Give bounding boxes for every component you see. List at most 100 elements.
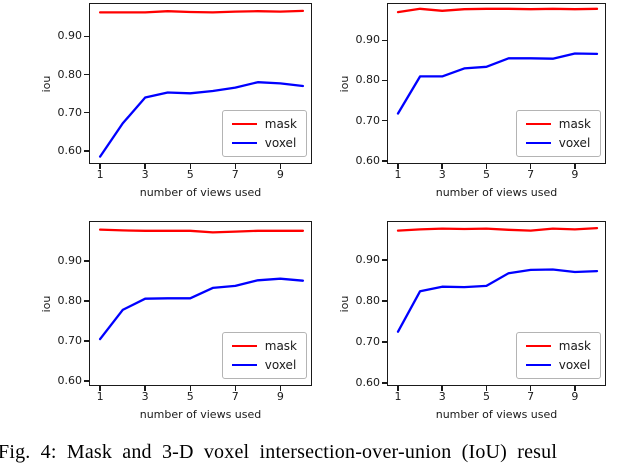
y-tick-label: 0.70	[355, 334, 381, 348]
x-tick-mark	[397, 385, 399, 391]
y-tick-label: 0.80	[57, 294, 83, 308]
x-tick-mark	[99, 385, 101, 391]
x-tick-label: 7	[231, 168, 239, 181]
legend-entry-voxel: voxel	[525, 358, 591, 372]
y-tick-label: 0.90	[57, 29, 83, 43]
x-tick-label: 1	[394, 168, 402, 181]
y-tick-mark	[382, 160, 387, 162]
y-tick-mark	[382, 382, 387, 384]
y-tick-mark	[382, 120, 387, 122]
x-axis-label: number of views used	[435, 408, 558, 421]
mask-line	[396, 7, 599, 14]
y-axis-label: iou	[39, 75, 53, 92]
x-tick-mark	[441, 163, 443, 169]
x-tick-mark	[234, 385, 236, 391]
x-tick-mark	[144, 385, 146, 391]
y-tick-mark	[84, 380, 89, 382]
mask-line	[98, 9, 305, 14]
x-tick-mark	[99, 163, 101, 169]
legend: mask voxel	[221, 332, 307, 379]
y-tick-label: 0.60	[57, 374, 83, 387]
x-tick-label: 1	[96, 390, 104, 403]
x-tick-label: 9	[571, 390, 579, 403]
x-tick-mark	[441, 385, 443, 391]
x-tick-mark	[279, 163, 282, 169]
x-tick-mark	[234, 163, 236, 169]
legend-entry-voxel: voxel	[525, 136, 591, 150]
y-tick-mark	[84, 300, 89, 302]
y-tick-label: 0.90	[57, 254, 83, 268]
legend-mask-label: mask	[264, 117, 297, 131]
plot-area	[98, 228, 305, 341]
y-axis-label: iou	[337, 75, 351, 92]
mask-line	[396, 226, 599, 232]
x-tick-mark	[485, 163, 488, 169]
x-tick-label: 1	[96, 168, 104, 181]
legend-voxel-swatch	[525, 141, 551, 145]
legend-mask-swatch	[525, 344, 551, 348]
y-tick-label: 0.80	[57, 67, 83, 81]
y-tick-label: 0.60	[57, 143, 83, 157]
legend-voxel-label: voxel	[264, 358, 297, 372]
voxel-line	[98, 81, 305, 158]
legend-voxel-label: voxel	[558, 136, 591, 150]
y-tick-mark	[382, 300, 387, 302]
legend-entry-mask: mask	[231, 117, 297, 131]
legend-voxel-swatch	[231, 141, 257, 145]
x-tick-mark	[529, 385, 532, 391]
legend-mask-swatch	[231, 122, 257, 126]
x-tick-label: 7	[231, 390, 239, 403]
x-tick-label: 3	[438, 168, 446, 181]
y-tick-label: 0.70	[57, 105, 83, 119]
x-axis-label: number of views used	[139, 186, 262, 199]
figure-caption: Fig. 4: Mask and 3-D voxel intersection-…	[0, 441, 558, 463]
x-tick-label: 7	[527, 390, 535, 403]
legend-entry-voxel: voxel	[231, 136, 297, 150]
y-tick-mark	[84, 340, 89, 342]
y-tick-mark	[84, 73, 89, 76]
x-tick-label: 5	[186, 390, 194, 403]
legend-entry-mask: mask	[231, 339, 297, 353]
legend-mask-swatch	[525, 122, 551, 126]
x-tick-label: 9	[571, 168, 579, 181]
y-tick-label: 0.60	[355, 153, 381, 167]
plot-area	[396, 7, 599, 115]
voxel-line	[396, 268, 599, 333]
chart-bottom-left: 0.60 0.70 0.80 0.90 1 3 5 7 9 number of views use…	[40, 221, 312, 421]
x-tick-label: 3	[141, 390, 149, 403]
voxel-line	[396, 52, 599, 115]
legend-mask-label: mask	[264, 339, 297, 353]
legend: mask voxel	[515, 332, 601, 379]
x-tick-mark	[574, 163, 576, 169]
x-tick-mark	[189, 385, 191, 391]
x-tick-label: 5	[186, 168, 194, 181]
legend-entry-mask: mask	[525, 339, 591, 353]
y-tick-label: 0.70	[355, 113, 381, 127]
y-tick-mark	[84, 150, 89, 152]
y-tick-mark	[84, 112, 89, 114]
y-tick-mark	[382, 79, 387, 82]
x-tick-label: 9	[276, 168, 284, 181]
y-tick-mark	[84, 260, 89, 262]
x-tick-mark	[189, 163, 191, 169]
legend-mask-label: mask	[558, 339, 591, 353]
x-tick-mark	[529, 163, 532, 169]
legend-mask-swatch	[231, 344, 257, 348]
legend: mask voxel	[221, 110, 307, 157]
legend: mask voxel	[515, 110, 601, 157]
x-axis-label: number of views used	[435, 186, 558, 199]
x-axis-label: number of views used	[139, 408, 262, 421]
y-tick-label: 0.70	[57, 334, 83, 348]
legend-voxel-label: voxel	[264, 136, 297, 150]
y-axis-label: iou	[39, 295, 53, 312]
mask-line	[98, 228, 305, 234]
y-tick-label: 0.60	[355, 375, 381, 389]
plot-area	[396, 226, 599, 333]
legend-mask-label: mask	[558, 117, 591, 131]
x-tick-label: 1	[394, 390, 402, 403]
x-tick-mark	[397, 163, 399, 169]
y-tick-mark	[382, 259, 387, 261]
x-tick-label: 9	[276, 390, 284, 403]
x-tick-mark	[279, 385, 282, 391]
